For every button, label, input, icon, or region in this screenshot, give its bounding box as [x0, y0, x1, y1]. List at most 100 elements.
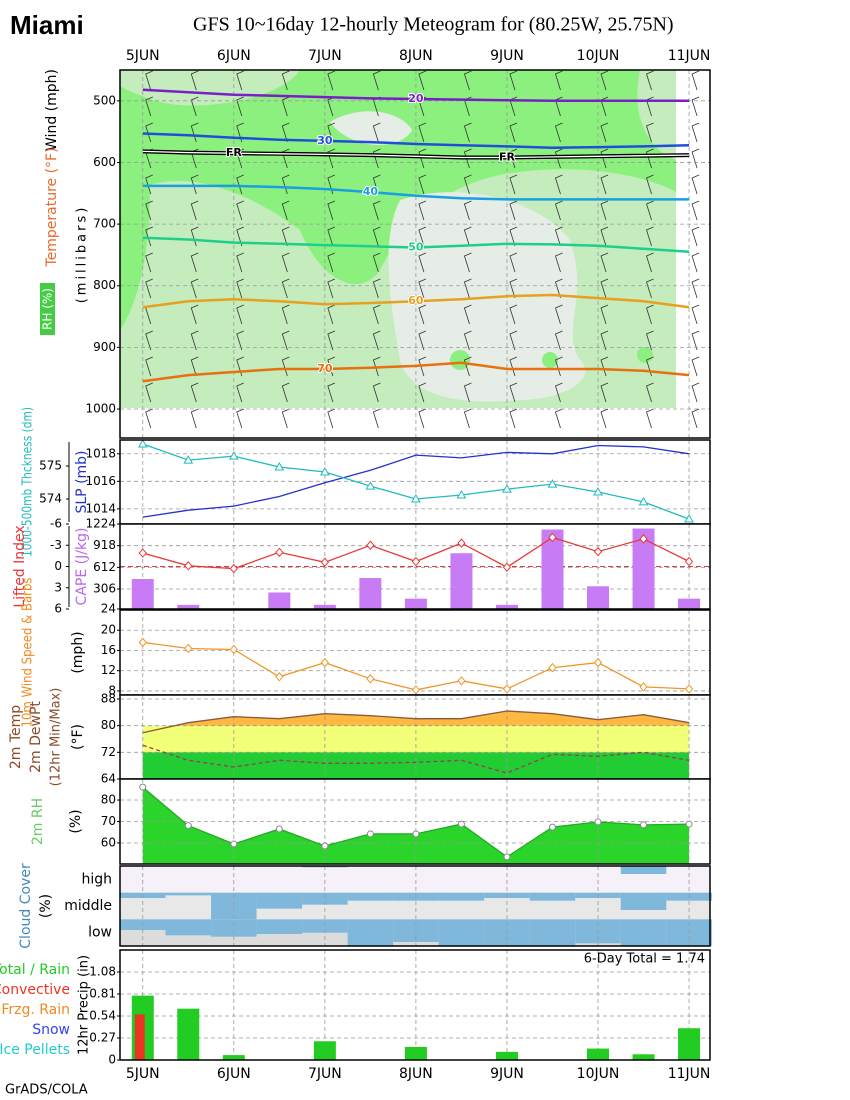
- bar: [134, 1014, 145, 1060]
- legend-label: Convective: [0, 982, 70, 998]
- cloud-row-label: high: [81, 871, 112, 887]
- marker: [548, 662, 557, 673]
- x-tick-label: 9JUN: [490, 48, 524, 64]
- rh-patch: [542, 352, 558, 368]
- marker: [319, 466, 330, 476]
- x-tick-label: 10JUN: [577, 1066, 620, 1082]
- annotation: 6-Day Total = 1.74: [584, 952, 705, 967]
- y-axis-label: CAPE (J/kg): [74, 528, 90, 606]
- x-tick-label: 8JUN: [399, 48, 433, 64]
- marker: [684, 514, 694, 523]
- wind-barb: [372, 70, 381, 429]
- marker: [229, 563, 238, 574]
- bar: [131, 579, 154, 609]
- cloud-block: [438, 919, 485, 946]
- rh-patch: [637, 70, 676, 160]
- rh-patch: [120, 70, 300, 106]
- y2-tick-label: 574: [39, 491, 62, 505]
- marker: [138, 637, 147, 648]
- contour-label: 20: [408, 92, 424, 105]
- marker: [366, 540, 375, 551]
- bar: [313, 1041, 336, 1060]
- y-tick-label: 1018: [85, 446, 116, 460]
- y-tick-label: 800: [93, 278, 116, 292]
- cloud-row-label: middle: [64, 898, 112, 914]
- bar: [678, 1028, 701, 1060]
- y2-tick-label: 3: [54, 580, 62, 594]
- marker: [321, 842, 329, 850]
- marker: [456, 490, 467, 499]
- x-tick-label: 7JUN: [308, 1066, 342, 1082]
- marker: [320, 657, 330, 668]
- series-line: [142, 88, 690, 103]
- cloud-block: [347, 919, 394, 946]
- panel-border: [119, 69, 711, 439]
- panel-border: [119, 778, 711, 865]
- marker: [137, 438, 148, 448]
- y-tick-label: 1014: [85, 501, 116, 515]
- y-tick-label: 1224: [85, 517, 116, 531]
- y-axis-label: Cloud Cover: [18, 863, 34, 949]
- cloud-block: [620, 892, 667, 910]
- marker: [548, 532, 557, 543]
- bar: [222, 1055, 245, 1060]
- y-tick-label: 80: [101, 718, 116, 732]
- rh-patch: [637, 347, 653, 363]
- y-axis-label: (millibars): [75, 205, 90, 304]
- series-line: [142, 236, 690, 254]
- contour-label: 50: [408, 241, 424, 254]
- y-tick-label: 12: [101, 663, 116, 677]
- y-axis-label: (°F): [70, 724, 86, 750]
- marker: [139, 783, 147, 791]
- legend-label: Frzg. Rain: [1, 1002, 70, 1018]
- marker: [594, 818, 602, 826]
- y-axis-label: 1000-500mb Thckness (dm): [21, 407, 36, 557]
- bar: [495, 604, 518, 609]
- marker: [366, 674, 375, 684]
- x-tick-label: 6JUN: [217, 1066, 251, 1082]
- marker: [412, 830, 420, 838]
- cloud-block: [256, 919, 303, 934]
- y-tick-label: 306: [93, 582, 116, 596]
- y-axis-label: (%): [68, 809, 84, 833]
- marker: [640, 821, 648, 829]
- y-axis-label: (12hr Min/Max): [49, 688, 64, 787]
- y-tick-label: 0.54: [89, 1009, 116, 1023]
- marker: [230, 840, 238, 848]
- x-tick-label: 7JUN: [308, 48, 342, 64]
- marker: [639, 682, 648, 692]
- marker: [457, 820, 465, 828]
- contour-label: 70: [317, 362, 333, 375]
- cloud-block: [438, 892, 485, 901]
- y-tick-label: 0: [108, 1053, 116, 1067]
- y-tick-label: 900: [93, 340, 116, 354]
- marker: [320, 557, 330, 568]
- x-tick-label: 5JUN: [126, 1066, 160, 1082]
- contour-label: FR: [499, 151, 516, 164]
- y2-tick-label: -3: [50, 538, 62, 552]
- y-tick-label: 80: [101, 793, 116, 807]
- marker: [275, 672, 284, 682]
- x-tick-label: 6JUN: [217, 48, 251, 64]
- marker: [457, 676, 466, 686]
- bar: [404, 598, 427, 609]
- cloud-block: [529, 919, 576, 946]
- wind-barb: [691, 70, 700, 429]
- bar: [177, 604, 200, 609]
- marker: [411, 556, 421, 567]
- marker: [275, 825, 283, 833]
- series-line-inner: [142, 150, 690, 159]
- rh-label-box: [40, 283, 55, 335]
- footer: GrADS/COLA: [5, 1083, 88, 1098]
- wind-barb: [327, 70, 336, 429]
- y-tick-label: 60: [101, 835, 116, 849]
- marker: [684, 556, 694, 567]
- y-tick-label: 20: [101, 623, 116, 637]
- y2-tick-label: -6: [50, 517, 62, 531]
- marker: [184, 643, 193, 654]
- contour-label: 40: [363, 185, 379, 198]
- location: Miami: [10, 10, 84, 40]
- rh-patch: [330, 111, 412, 145]
